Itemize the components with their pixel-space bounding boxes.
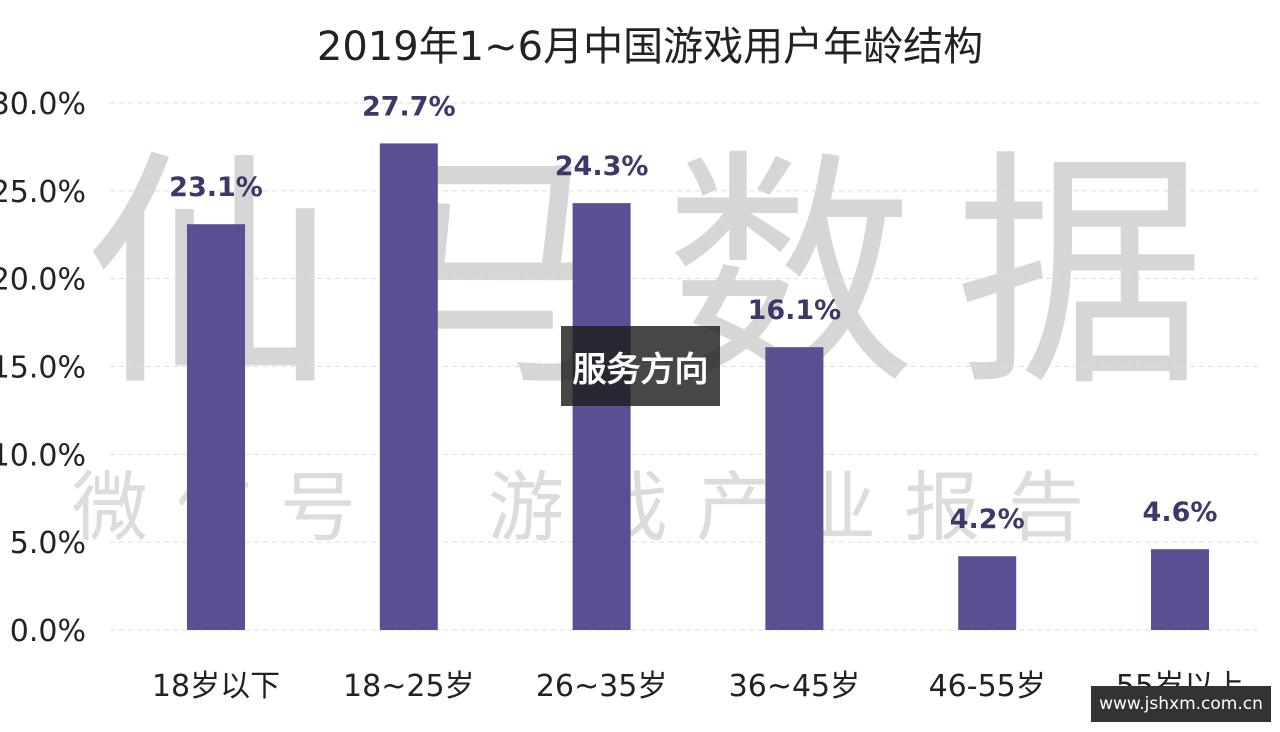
- x-tick-label: 26~35岁: [536, 669, 667, 704]
- bar: [958, 556, 1017, 630]
- x-tick-label: 18~25岁: [343, 669, 474, 704]
- data-label: 23.1%: [169, 172, 263, 203]
- grid-lines: [110, 102, 1260, 631]
- bar: [1151, 549, 1209, 630]
- y-tick-label: 15.0%: [0, 351, 86, 386]
- data-labels: 23.1% 27.7% 24.3% 16.1% 4.2% 4.6%: [169, 91, 1217, 535]
- data-label: 4.6%: [1143, 497, 1218, 528]
- site-url-badge[interactable]: www.jshxm.com.cn: [1091, 686, 1271, 722]
- data-label: 24.3%: [555, 151, 649, 182]
- bar: [379, 143, 438, 631]
- y-tick-label: 30.0%: [0, 87, 86, 122]
- bar: [572, 203, 631, 630]
- x-tick-label: 18岁以下: [152, 669, 280, 704]
- y-tick-label: 25.0%: [0, 175, 86, 210]
- bar: [765, 347, 824, 630]
- y-tick-label: 0.0%: [10, 614, 86, 649]
- service-direction-badge[interactable]: 服务方向: [561, 326, 720, 406]
- x-tick-label: 36~45岁: [729, 669, 860, 704]
- data-label: 27.7%: [362, 91, 456, 122]
- x-tick-label: 46-55岁: [929, 669, 1046, 704]
- y-axis-ticks: 0.0% 5.0% 10.0% 15.0% 20.0% 25.0% 30.0%: [0, 87, 86, 649]
- data-label: 16.1%: [748, 295, 842, 326]
- bars: [187, 143, 1209, 631]
- y-tick-label: 10.0%: [0, 438, 86, 473]
- bar: [187, 224, 245, 630]
- data-label: 4.2%: [950, 504, 1025, 535]
- y-tick-label: 5.0%: [10, 526, 86, 561]
- chart-title: 2019年1~6月中国游戏用户年龄结构: [316, 24, 984, 70]
- y-tick-label: 20.0%: [0, 263, 86, 298]
